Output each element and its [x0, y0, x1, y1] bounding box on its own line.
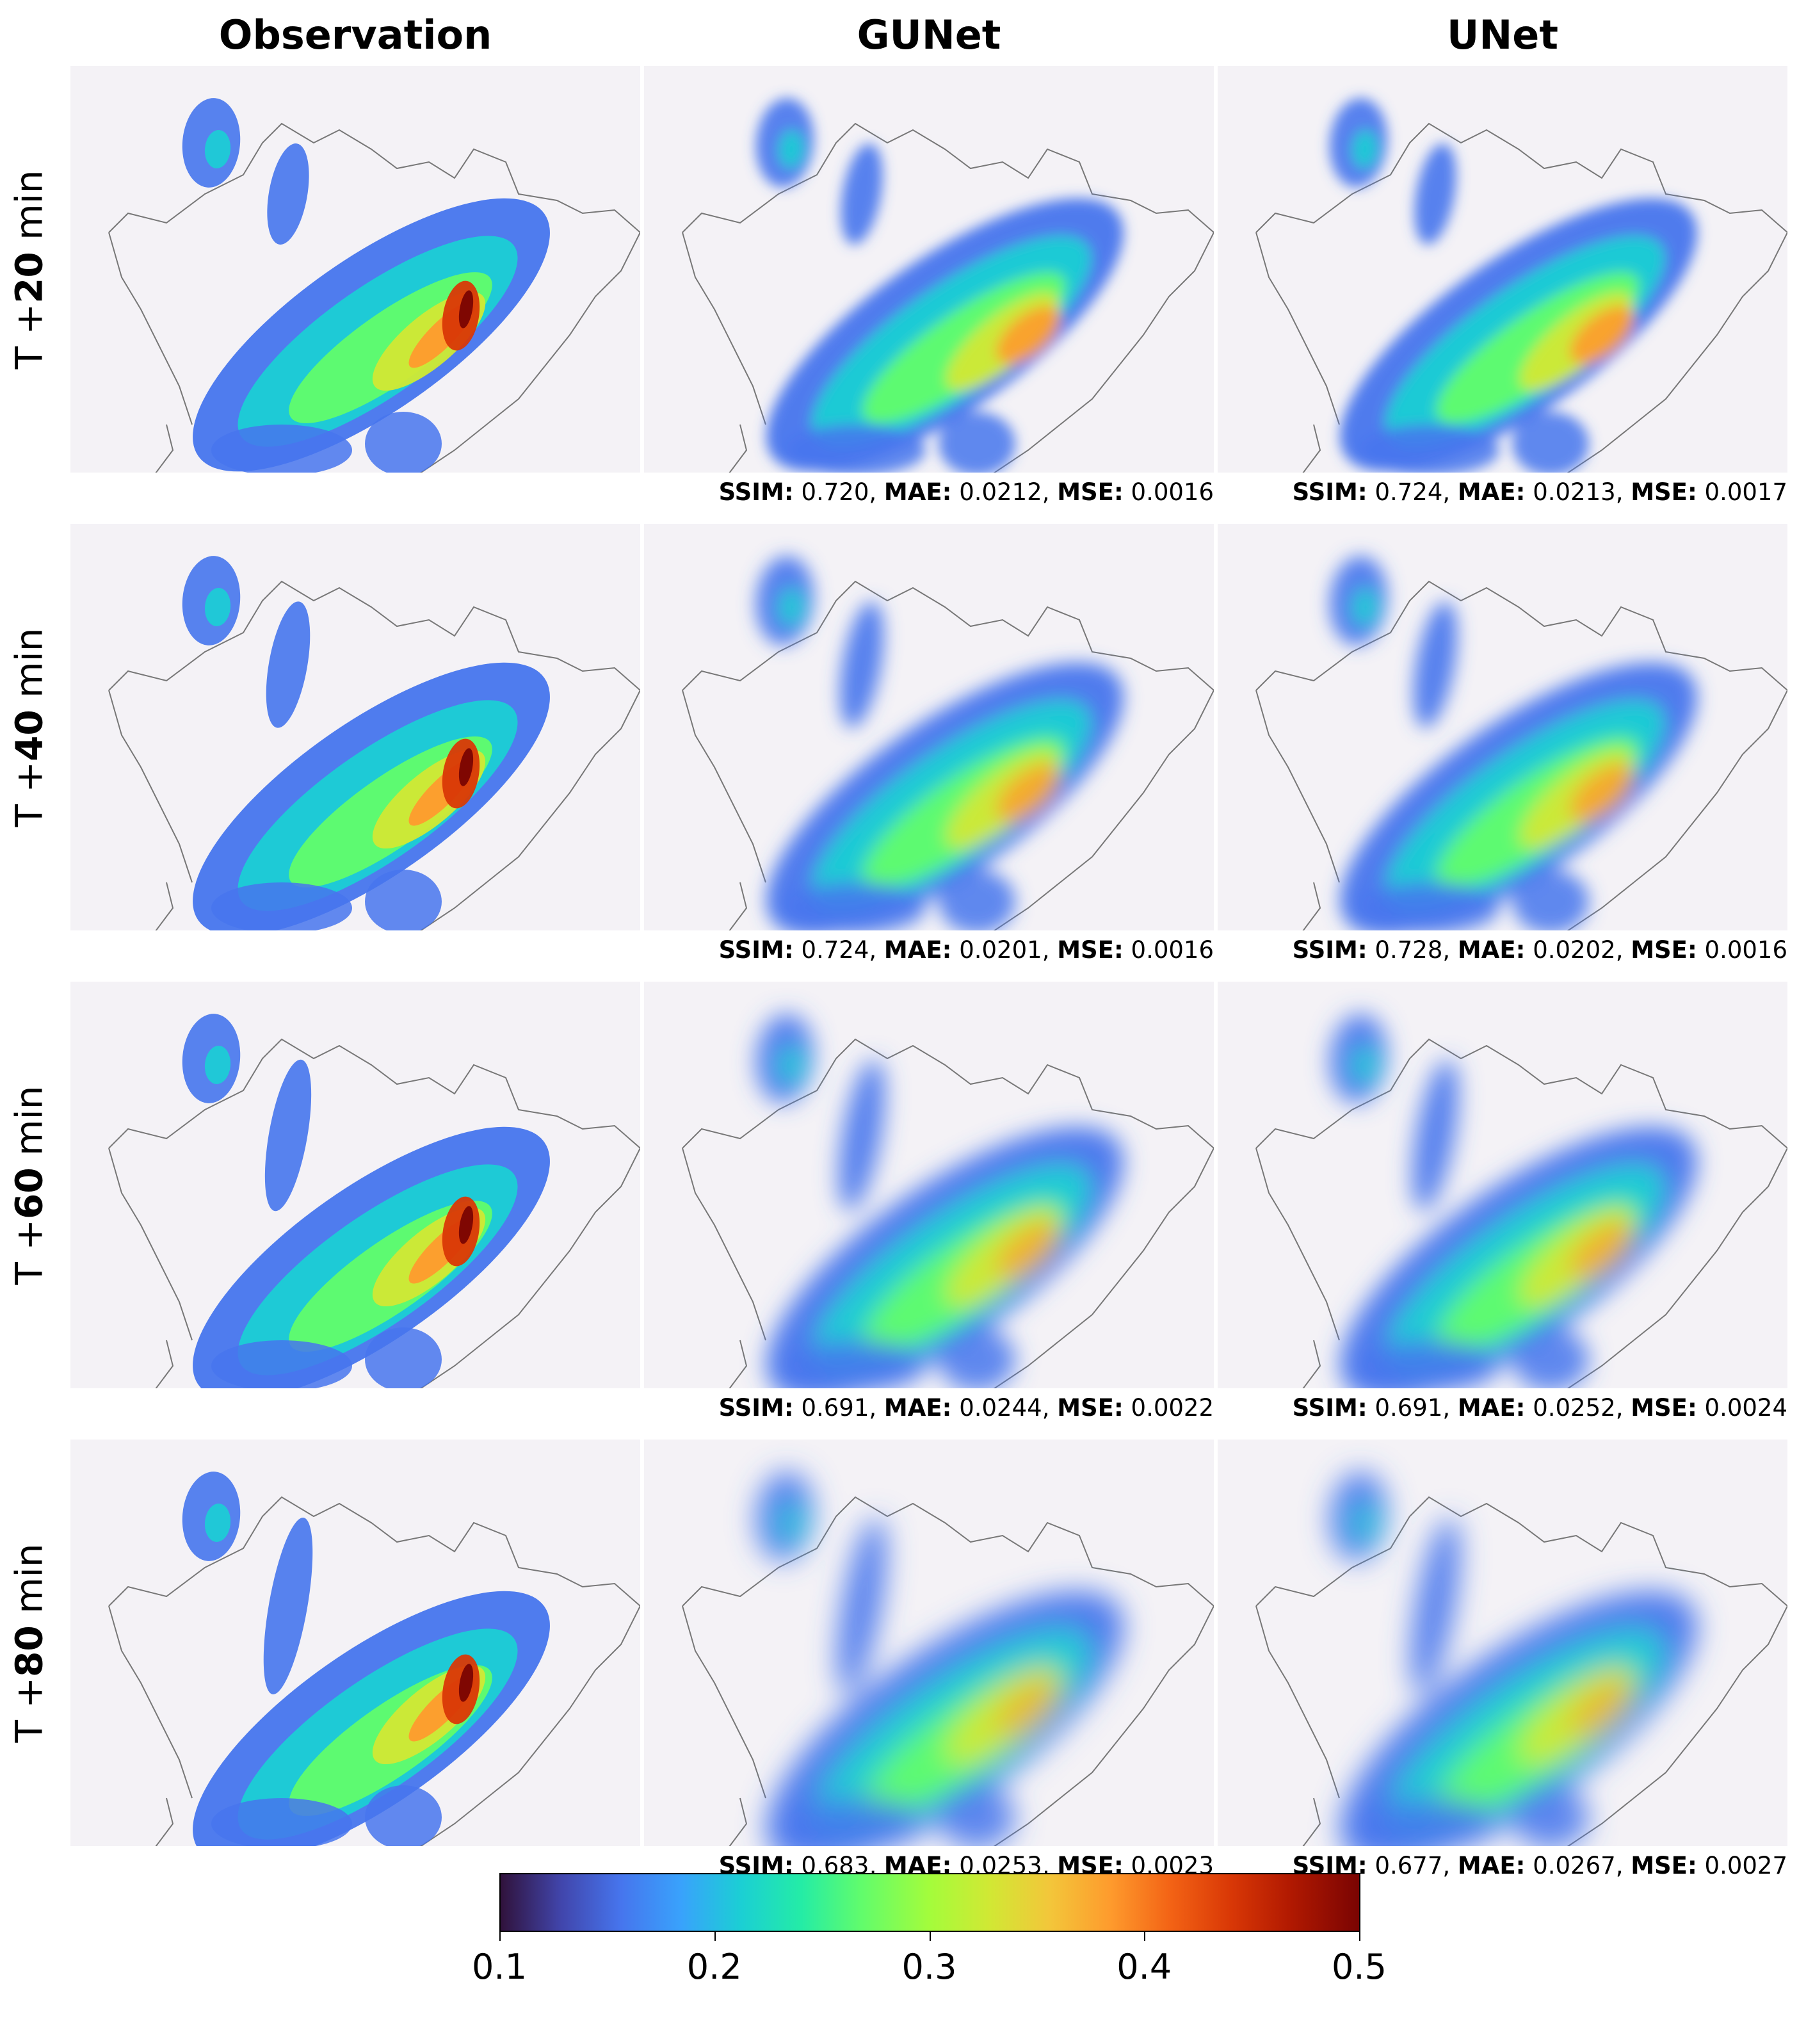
- panel-observation-t40: [70, 524, 640, 930]
- colorbar-tick: [1359, 1932, 1360, 1941]
- panel-gunet-t20: [644, 66, 1214, 473]
- colorbar-tick-label: 0.5: [1332, 1947, 1387, 1987]
- colorbar-tick: [929, 1932, 931, 1941]
- panel-unet-t80: [1218, 1440, 1787, 1846]
- column-title-observation: Observation: [218, 12, 492, 58]
- metrics-gunet-t20: SSIM: 0.720, MAE: 0.0212, MSE: 0.0016: [718, 478, 1214, 506]
- panel-observation-t60: [70, 982, 640, 1388]
- row-label-t60: T +60 min: [7, 1085, 51, 1285]
- metrics-unet-t80: SSIM: 0.677, MAE: 0.0267, MSE: 0.0027: [1292, 1852, 1787, 1879]
- colorbar-tick: [1144, 1932, 1146, 1941]
- row-label-t80: T +80 min: [7, 1543, 51, 1742]
- colorbar: [499, 1873, 1360, 1932]
- colorbar-tick: [714, 1932, 716, 1941]
- colorbar-tick-label: 0.4: [1117, 1947, 1172, 1987]
- colorbar-tick-label: 0.1: [472, 1947, 527, 1987]
- panel-observation-t20: [70, 66, 640, 473]
- panel-unet-t20: [1218, 66, 1787, 473]
- metrics-gunet-t60: SSIM: 0.691, MAE: 0.0244, MSE: 0.0022: [718, 1394, 1214, 1422]
- panel-unet-t40: [1218, 524, 1787, 930]
- panel-gunet-t60: [644, 982, 1214, 1388]
- panel-gunet-t40: [644, 524, 1214, 930]
- colorbar-tick-label: 0.2: [686, 1947, 742, 1987]
- panel-gunet-t80: [644, 1440, 1214, 1846]
- column-title-gunet: GUNet: [857, 12, 1001, 58]
- metrics-unet-t40: SSIM: 0.728, MAE: 0.0202, MSE: 0.0016: [1292, 936, 1787, 964]
- metrics-unet-t20: SSIM: 0.724, MAE: 0.0213, MSE: 0.0017: [1292, 478, 1787, 506]
- panel-unet-t60: [1218, 982, 1787, 1388]
- row-label-t40: T +40 min: [7, 628, 51, 827]
- panel-observation-t80: [70, 1440, 640, 1846]
- colorbar-tick: [499, 1932, 501, 1941]
- colorbar-tick-label: 0.3: [901, 1947, 957, 1987]
- row-label-t20: T +20 min: [7, 170, 51, 369]
- column-title-unet: UNet: [1447, 12, 1558, 58]
- metrics-unet-t60: SSIM: 0.691, MAE: 0.0252, MSE: 0.0024: [1292, 1394, 1787, 1422]
- metrics-gunet-t40: SSIM: 0.724, MAE: 0.0201, MSE: 0.0016: [718, 936, 1214, 964]
